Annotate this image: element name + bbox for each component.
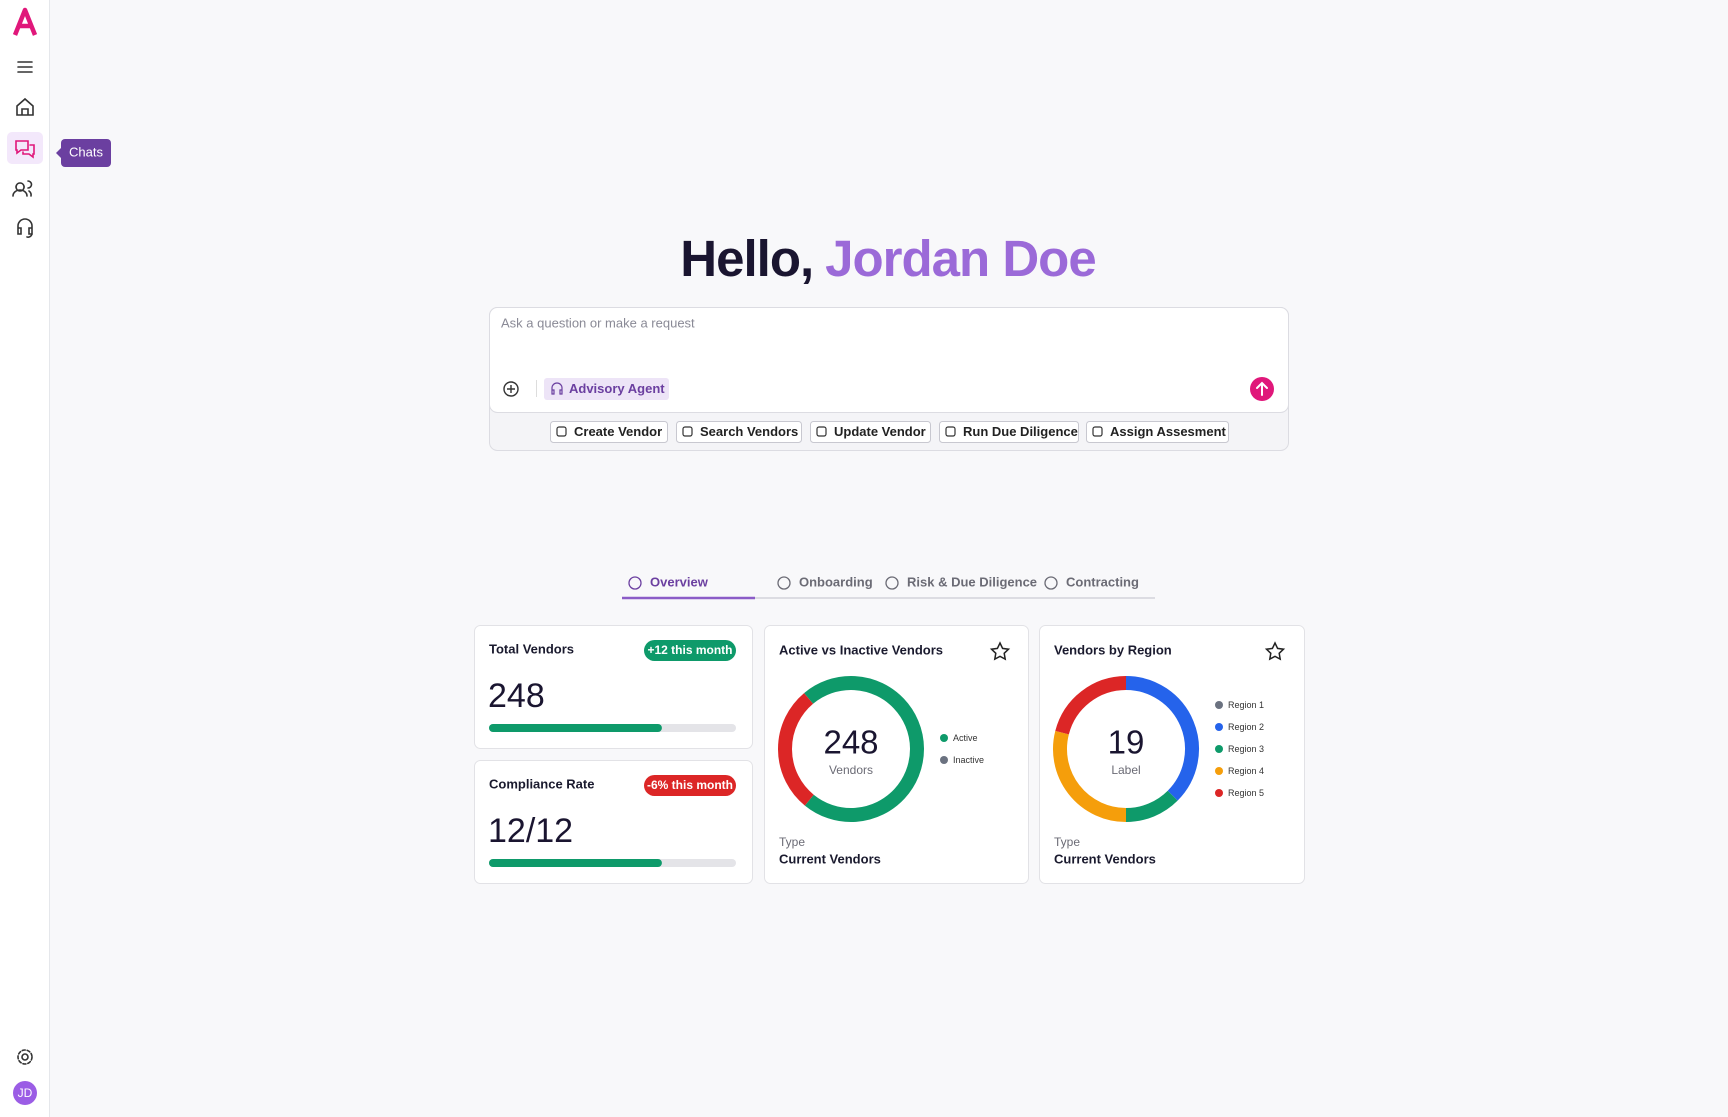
stat-badge-text: +12 this month	[647, 643, 732, 657]
legend-label: Region 3	[1228, 744, 1264, 754]
tab-label[interactable]: Risk & Due Diligence	[907, 574, 1037, 589]
tab-label[interactable]: Contracting	[1066, 574, 1139, 589]
tooltip-text: Chats	[69, 144, 103, 159]
footer-value: Current Vendors	[779, 851, 881, 866]
chats-icon[interactable]	[15, 140, 35, 159]
logo[interactable]	[12, 7, 38, 36]
donut-center-value: 19	[1108, 724, 1145, 761]
donut-center-label: Label	[1111, 763, 1140, 777]
avatar[interactable]	[13, 1081, 37, 1105]
tab-icon	[885, 576, 899, 590]
donut-center-value: 248	[823, 724, 878, 761]
stat-value: 248	[488, 677, 545, 715]
sidebar	[0, 0, 50, 1117]
action-label: Run Due Diligence	[963, 424, 1078, 439]
legend-label: Region 5	[1228, 788, 1264, 798]
chart-title: Active vs Inactive Vendors	[779, 642, 943, 657]
tooltip-arrow	[56, 148, 61, 158]
action-icon	[945, 426, 956, 437]
legend-label: Inactive	[953, 755, 984, 765]
footer-value: Current Vendors	[1054, 851, 1156, 866]
action-icon	[556, 426, 567, 437]
stat-title: Total Vendors	[489, 641, 574, 656]
agent-icon	[551, 382, 563, 395]
menu-icon[interactable]	[17, 61, 33, 73]
legend-dot	[1215, 723, 1223, 731]
greeting-name: Jordan Doe	[825, 230, 1096, 287]
action-icon	[816, 426, 827, 437]
chart-title: Vendors by Region	[1054, 642, 1172, 657]
action-icon	[682, 426, 693, 437]
stat-badge-text: -6% this month	[647, 778, 733, 792]
legend-dot	[1215, 767, 1223, 775]
legend-label: Region 1	[1228, 700, 1264, 710]
action-label: Assign Assesment	[1110, 424, 1227, 439]
tab-icon	[1044, 576, 1058, 590]
greeting: Hello, Jordan Doe	[680, 230, 1095, 287]
tab-icon	[777, 576, 791, 590]
action-button[interactable]	[810, 421, 931, 443]
tab-icon	[628, 576, 642, 590]
favorite-star[interactable]	[1264, 641, 1286, 661]
donut-center-label: Vendors	[829, 763, 873, 777]
donut-segment	[778, 693, 814, 806]
greeting-hello: Hello,	[680, 230, 813, 287]
home-icon[interactable]	[16, 97, 34, 116]
stat-badge	[644, 640, 736, 661]
progress-bar	[489, 724, 662, 732]
action-button[interactable]	[939, 421, 1079, 443]
agent-label: Advisory Agent	[569, 381, 665, 396]
stat-title: Compliance Rate	[489, 776, 594, 791]
tab-label[interactable]: Overview	[650, 574, 709, 589]
attach-button[interactable]	[503, 381, 519, 397]
action-button[interactable]	[550, 421, 668, 443]
action-button[interactable]	[1086, 421, 1229, 443]
users-icon[interactable]	[12, 180, 33, 197]
stat-value: 12/12	[488, 812, 573, 850]
progress-bar	[489, 859, 662, 867]
footer-label: Type	[779, 835, 805, 849]
action-label: Search Vendors	[700, 424, 798, 439]
footer-label: Type	[1054, 835, 1080, 849]
attach-plus	[507, 385, 515, 393]
donut-segment	[804, 676, 924, 822]
favorite-star[interactable]	[989, 641, 1011, 661]
prompt-placeholder: Ask a question or make a request	[501, 315, 695, 330]
legend-dot	[940, 734, 948, 742]
legend-dot	[1215, 789, 1223, 797]
donut-segment	[1125, 676, 1199, 801]
support-icon[interactable]	[17, 218, 33, 238]
action-icon	[1092, 426, 1103, 437]
legend-label: Region 2	[1228, 722, 1264, 732]
legend-label: Active	[953, 733, 978, 743]
legend-dot	[1215, 745, 1223, 753]
stat-badge	[644, 775, 736, 796]
settings-icon[interactable]	[21, 1053, 29, 1061]
action-button[interactable]	[676, 421, 802, 443]
donut-segment	[1125, 790, 1178, 822]
legend-dot	[1215, 701, 1223, 709]
legend-dot	[940, 756, 948, 764]
settings-gear[interactable]	[17, 1049, 33, 1065]
prompt-input[interactable]	[489, 307, 1289, 413]
donut-segment	[1055, 676, 1127, 735]
avatar-initials[interactable]: JD	[18, 1086, 33, 1100]
chats-active-bg[interactable]	[7, 132, 43, 164]
agent-chip[interactable]	[544, 378, 669, 400]
action-label: Create Vendor	[574, 424, 662, 439]
tab-label[interactable]: Onboarding	[799, 574, 873, 589]
legend-label: Region 4	[1228, 766, 1264, 776]
donut-segment	[1053, 730, 1127, 822]
action-label: Update Vendor	[834, 424, 926, 439]
send-arrow	[1256, 381, 1268, 396]
tooltip	[61, 139, 111, 167]
